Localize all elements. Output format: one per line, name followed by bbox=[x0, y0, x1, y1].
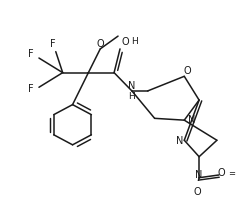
Text: O: O bbox=[121, 37, 129, 46]
Text: H: H bbox=[131, 37, 138, 46]
Text: F: F bbox=[28, 84, 34, 94]
Text: O: O bbox=[183, 66, 191, 76]
Text: N: N bbox=[176, 136, 183, 146]
Text: F: F bbox=[50, 39, 56, 49]
Text: N: N bbox=[128, 81, 136, 91]
Text: O: O bbox=[217, 168, 225, 178]
Text: N: N bbox=[195, 170, 203, 180]
Text: F: F bbox=[28, 49, 34, 59]
Text: O: O bbox=[96, 39, 104, 49]
Text: =: = bbox=[228, 169, 235, 178]
Text: O: O bbox=[193, 187, 201, 197]
Text: N: N bbox=[188, 115, 195, 125]
Text: H: H bbox=[129, 92, 135, 101]
